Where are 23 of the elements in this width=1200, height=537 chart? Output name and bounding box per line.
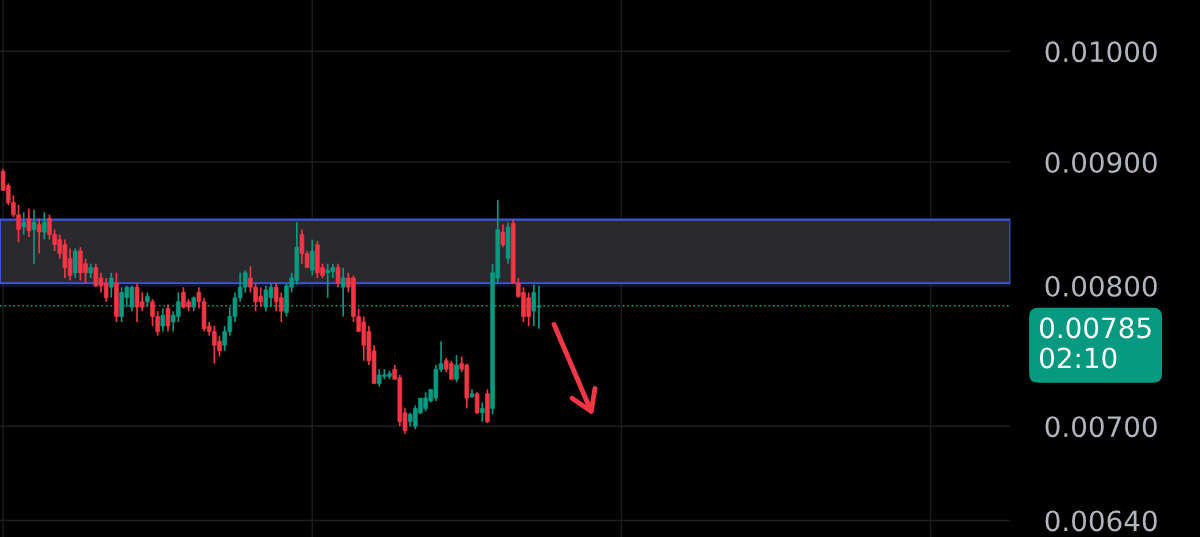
candlestick xyxy=(165,303,171,333)
candlestick xyxy=(474,391,480,416)
candlestick xyxy=(42,211,47,241)
y-tick-label: 0.00700 xyxy=(1045,416,1157,438)
candlestick xyxy=(36,217,42,255)
candlestick xyxy=(72,247,78,279)
y-tick-label: 0.01000 xyxy=(1045,41,1157,63)
y-tick-label: 0.00800 xyxy=(1045,275,1157,297)
candlestick xyxy=(335,262,341,289)
candlestick xyxy=(26,207,32,238)
y-tick-label: 0.00640 xyxy=(1045,510,1157,532)
ref-line-label: 0.00785 xyxy=(1040,317,1151,339)
candlestick xyxy=(21,211,26,236)
text: 02:10 xyxy=(1040,347,1117,369)
candlestick xyxy=(109,271,114,299)
candlestick xyxy=(175,291,181,323)
candlestick xyxy=(31,209,37,265)
candlestick xyxy=(479,401,485,423)
y-tick-label: 0.00900 xyxy=(1045,151,1157,173)
candlestick xyxy=(309,238,315,277)
candlestick xyxy=(500,223,506,249)
candlestick xyxy=(454,354,459,383)
candlestick xyxy=(242,269,248,294)
